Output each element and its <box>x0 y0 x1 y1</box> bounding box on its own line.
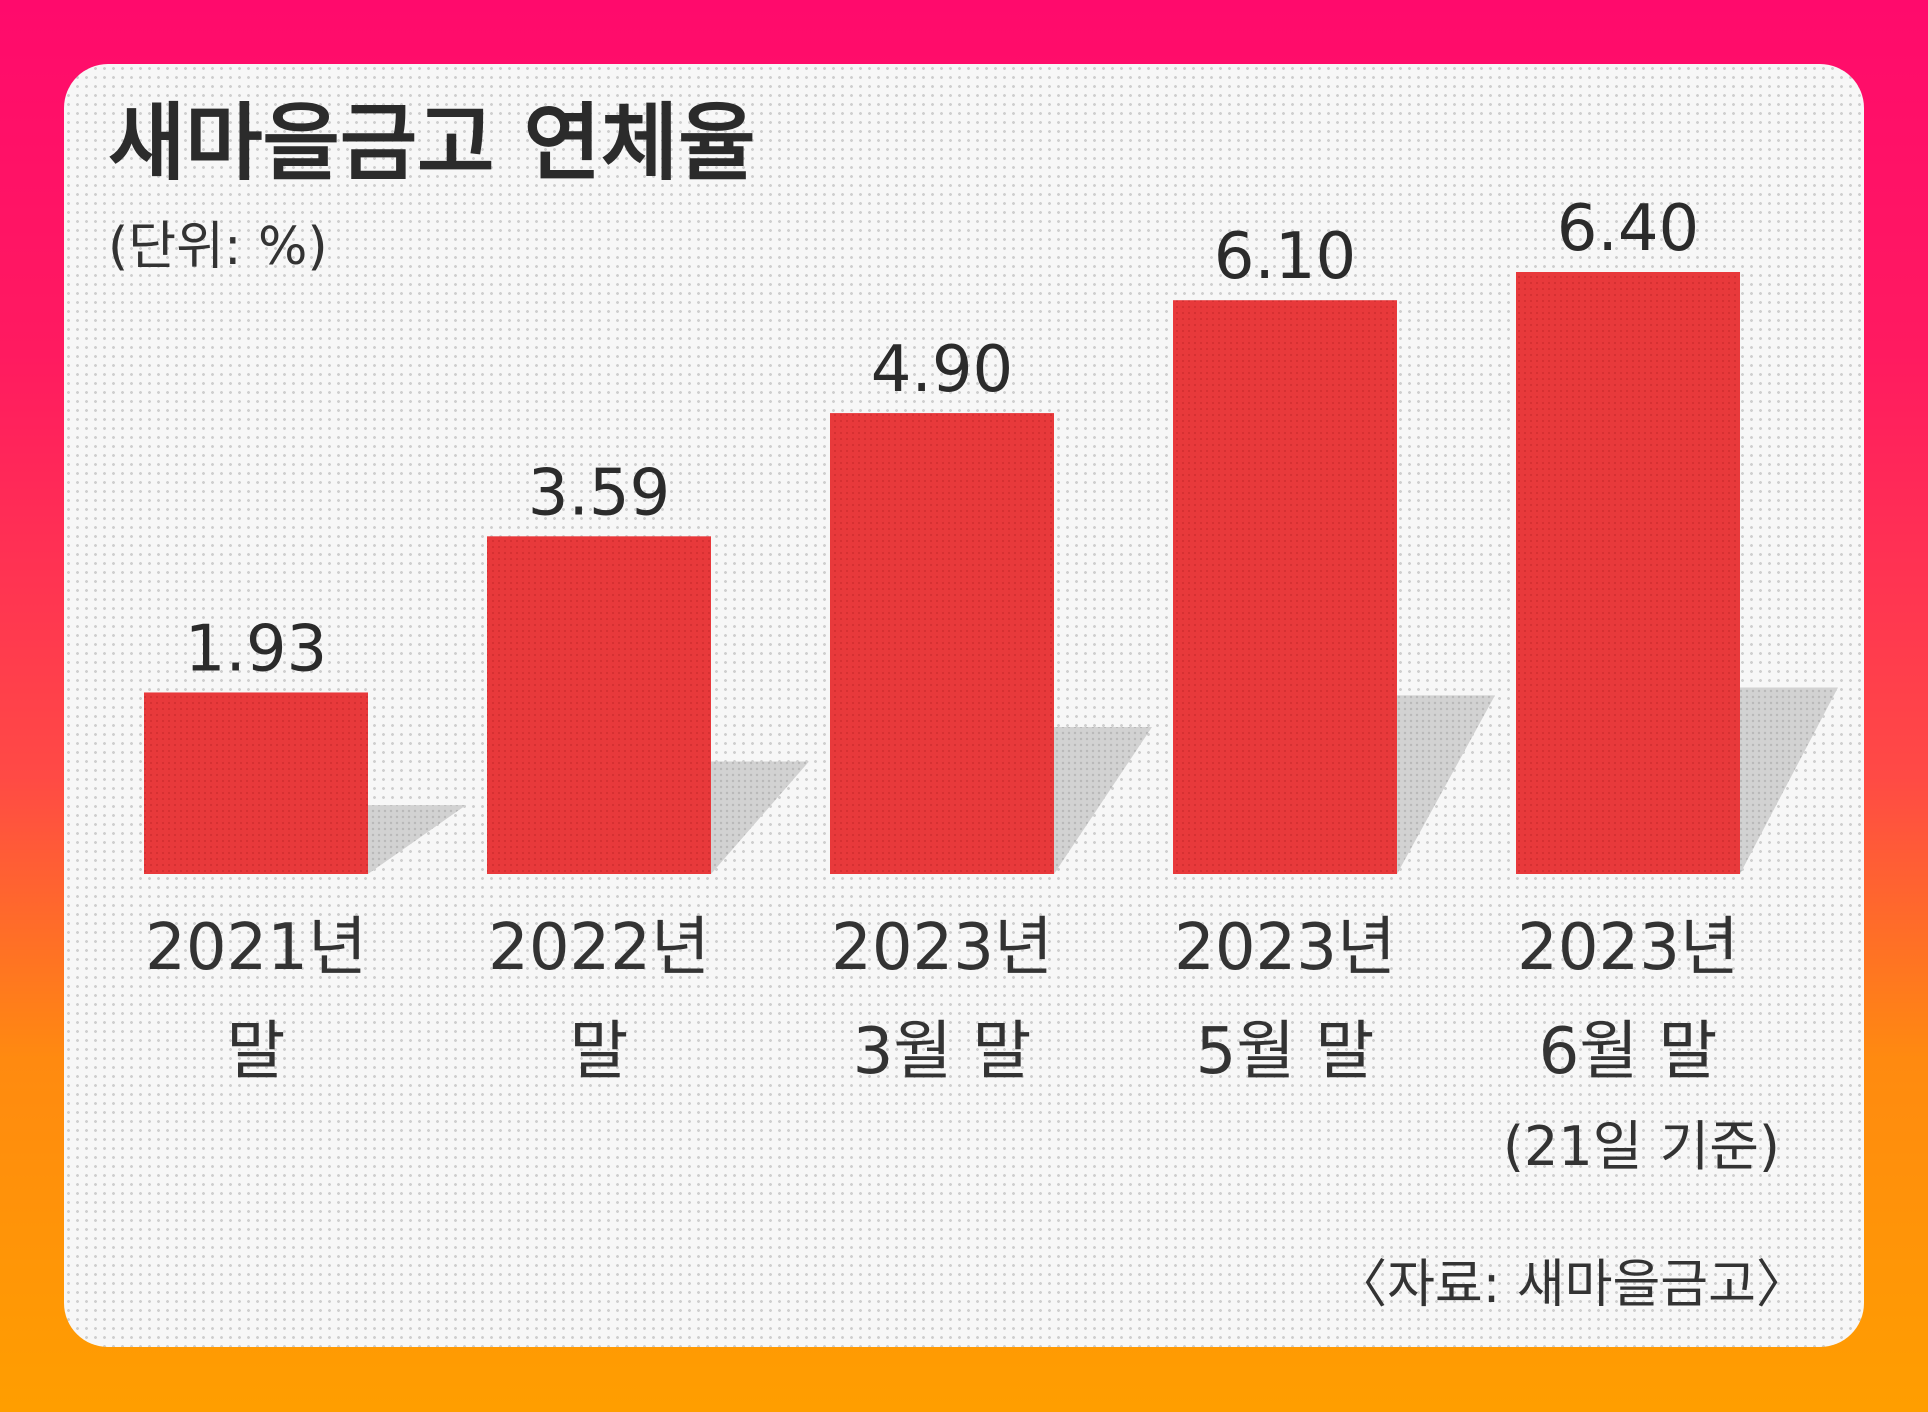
bar-value-label: 1.93 <box>185 612 328 686</box>
category-label: 5월 말 <box>1196 1015 1375 1089</box>
bar-shadow <box>711 761 809 874</box>
bar-value-label: 4.90 <box>871 333 1014 407</box>
category-label: 2023년 <box>1517 911 1739 985</box>
category-label: 2022년 <box>488 911 710 985</box>
category-label: (21일 기준) <box>1503 1115 1780 1178</box>
bar-shadow <box>368 805 466 874</box>
bar <box>487 536 711 874</box>
bar-value-label: 6.40 <box>1557 192 1700 266</box>
category-label: 2023년 <box>1174 911 1396 985</box>
category-label: 2023년 <box>831 911 1053 985</box>
bar <box>830 413 1054 874</box>
bar-shadow <box>1740 687 1838 874</box>
chart-unit-label: (단위: %) <box>108 217 328 277</box>
category-label: 말 <box>227 1015 286 1089</box>
category-label: 2021년 <box>145 911 367 985</box>
category-label: 6월 말 <box>1539 1015 1718 1089</box>
source-note: 〈자료: 새마을금고〉 <box>1335 1255 1808 1315</box>
chart-title: 새마을금고 연체율 <box>108 94 756 192</box>
bar-shadow <box>1397 695 1495 874</box>
category-label: 말 <box>570 1015 629 1089</box>
bar <box>1173 300 1397 874</box>
bar <box>144 692 368 874</box>
bar <box>1516 272 1740 874</box>
bar-value-label: 3.59 <box>528 456 671 530</box>
bar-value-label: 6.10 <box>1214 220 1357 294</box>
bar-shadow <box>1054 726 1152 874</box>
category-label: 3월 말 <box>853 1015 1032 1089</box>
